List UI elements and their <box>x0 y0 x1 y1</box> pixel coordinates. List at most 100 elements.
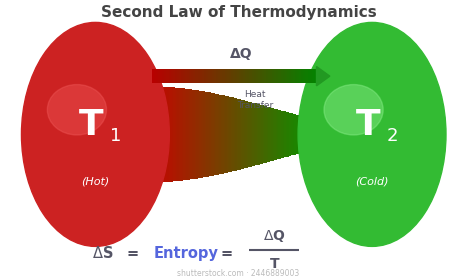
Polygon shape <box>203 69 206 83</box>
Polygon shape <box>316 66 329 86</box>
Polygon shape <box>249 69 251 83</box>
Polygon shape <box>213 93 215 176</box>
Polygon shape <box>292 114 294 155</box>
Polygon shape <box>309 69 311 83</box>
Polygon shape <box>265 106 267 163</box>
Polygon shape <box>307 117 308 151</box>
Text: $\Delta$S: $\Delta$S <box>92 245 113 262</box>
Polygon shape <box>245 101 246 168</box>
Text: =: = <box>220 246 232 261</box>
Text: ΔQ: ΔQ <box>229 47 252 61</box>
Polygon shape <box>160 87 161 182</box>
Polygon shape <box>201 69 203 83</box>
Polygon shape <box>314 119 315 150</box>
Polygon shape <box>228 69 230 83</box>
Ellipse shape <box>323 85 382 135</box>
Text: Entropy: Entropy <box>153 246 218 261</box>
Polygon shape <box>253 69 255 83</box>
Polygon shape <box>315 69 317 83</box>
Polygon shape <box>311 118 312 150</box>
Polygon shape <box>150 86 151 183</box>
Polygon shape <box>308 118 309 151</box>
Polygon shape <box>236 99 238 170</box>
Polygon shape <box>251 69 253 83</box>
Polygon shape <box>199 69 201 83</box>
Polygon shape <box>288 69 290 83</box>
Polygon shape <box>180 88 181 181</box>
Polygon shape <box>214 69 216 83</box>
Polygon shape <box>294 114 295 155</box>
Polygon shape <box>278 69 280 83</box>
Polygon shape <box>279 110 281 158</box>
Polygon shape <box>292 69 295 83</box>
Polygon shape <box>224 69 226 83</box>
Polygon shape <box>185 69 187 83</box>
Polygon shape <box>262 105 264 164</box>
Polygon shape <box>237 69 238 83</box>
Polygon shape <box>190 89 191 179</box>
Polygon shape <box>245 69 247 83</box>
Polygon shape <box>177 88 178 181</box>
Polygon shape <box>186 89 187 180</box>
Polygon shape <box>287 112 288 157</box>
Polygon shape <box>151 69 154 83</box>
Polygon shape <box>166 69 168 83</box>
Polygon shape <box>281 111 282 158</box>
Polygon shape <box>223 95 225 173</box>
Polygon shape <box>168 69 170 83</box>
Polygon shape <box>189 69 191 83</box>
Text: (Hot): (Hot) <box>81 177 109 187</box>
Polygon shape <box>238 69 241 83</box>
Polygon shape <box>230 69 232 83</box>
Polygon shape <box>304 117 305 152</box>
Polygon shape <box>313 69 315 83</box>
Polygon shape <box>282 69 284 83</box>
Polygon shape <box>167 87 169 182</box>
Polygon shape <box>151 86 153 183</box>
Polygon shape <box>216 94 218 175</box>
Polygon shape <box>297 69 298 83</box>
Polygon shape <box>218 94 219 174</box>
Polygon shape <box>166 87 167 182</box>
Polygon shape <box>277 109 278 159</box>
Polygon shape <box>274 69 276 83</box>
Text: 1: 1 <box>109 127 121 145</box>
Polygon shape <box>317 120 318 149</box>
Polygon shape <box>204 92 206 177</box>
Polygon shape <box>263 69 266 83</box>
Polygon shape <box>268 107 269 162</box>
Polygon shape <box>280 69 282 83</box>
Polygon shape <box>282 111 284 158</box>
Ellipse shape <box>298 22 445 246</box>
Polygon shape <box>272 69 274 83</box>
Polygon shape <box>163 87 164 182</box>
Polygon shape <box>299 116 301 153</box>
Polygon shape <box>191 90 193 179</box>
Polygon shape <box>178 88 180 181</box>
Polygon shape <box>289 113 291 156</box>
Polygon shape <box>187 89 188 180</box>
Polygon shape <box>164 87 166 182</box>
Polygon shape <box>255 103 256 165</box>
Polygon shape <box>170 87 171 182</box>
Text: 2: 2 <box>386 127 397 145</box>
Polygon shape <box>209 92 210 176</box>
Polygon shape <box>242 100 243 169</box>
Polygon shape <box>156 69 158 83</box>
Polygon shape <box>284 111 285 157</box>
Polygon shape <box>220 69 222 83</box>
Polygon shape <box>285 112 287 157</box>
Polygon shape <box>272 108 274 160</box>
Polygon shape <box>278 110 279 159</box>
Text: Heat
Transfer: Heat Transfer <box>237 90 273 110</box>
Polygon shape <box>234 69 237 83</box>
Polygon shape <box>258 104 259 165</box>
Polygon shape <box>200 91 201 178</box>
Polygon shape <box>160 69 162 83</box>
Polygon shape <box>169 87 170 182</box>
Polygon shape <box>291 113 292 155</box>
Polygon shape <box>235 98 236 171</box>
Polygon shape <box>216 69 218 83</box>
Polygon shape <box>295 115 297 154</box>
Polygon shape <box>174 88 176 181</box>
